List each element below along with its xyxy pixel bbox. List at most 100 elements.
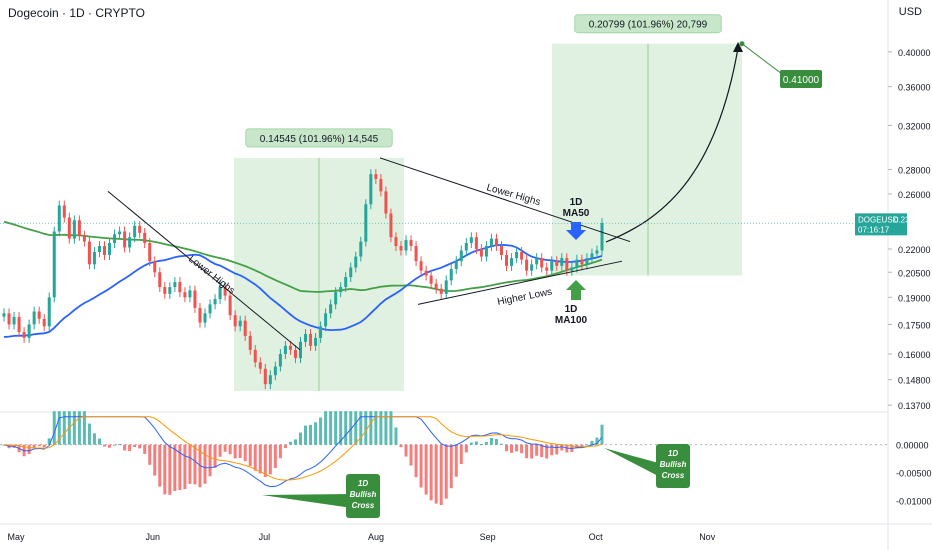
bullish-cross-callout-2-text: 1D xyxy=(668,449,678,458)
macd-histogram-bar xyxy=(409,444,413,466)
macd-histogram-bar xyxy=(555,444,559,455)
macd-histogram-bar xyxy=(449,444,453,489)
macd-histogram-bar xyxy=(298,432,302,445)
candle-body xyxy=(108,243,112,256)
candle-body xyxy=(17,316,21,333)
candle-body xyxy=(474,237,478,249)
candle-body xyxy=(374,174,378,180)
candle-body xyxy=(268,375,272,385)
macd-histogram-bar xyxy=(108,444,112,448)
macd-histogram-bar xyxy=(339,411,343,445)
time-tick-label: Aug xyxy=(368,532,384,542)
price-tick-label: 0.40000 xyxy=(898,48,931,58)
candle-body xyxy=(2,313,6,317)
macd-tick-label: -0.01000 xyxy=(896,496,932,506)
candle-body xyxy=(479,248,483,257)
candle-body xyxy=(143,232,147,244)
candle-body xyxy=(585,258,589,265)
macd-histogram-bar xyxy=(153,444,157,476)
macd-histogram-bar xyxy=(414,444,418,478)
candle-body xyxy=(499,245,504,256)
candle-body xyxy=(600,223,604,251)
candle-body xyxy=(208,304,212,314)
macd-histogram-bar xyxy=(268,444,272,475)
candle-body xyxy=(444,280,448,294)
candle-body xyxy=(198,307,202,323)
bullish-cross-callout-1: 1D Bullish Cross xyxy=(262,474,380,518)
macd-histogram-bar xyxy=(565,444,569,453)
macd-histogram-bar xyxy=(228,444,232,455)
candle-body xyxy=(304,333,308,342)
ma100-line xyxy=(3,220,603,293)
macd-histogram-bar xyxy=(429,444,433,501)
macd-histogram-bar xyxy=(499,443,504,445)
candle-body xyxy=(324,313,328,327)
candle-body xyxy=(379,179,383,192)
candle-body xyxy=(233,315,237,327)
macd-histogram-bar xyxy=(293,439,297,445)
current-price-countdown: 07:16:17 xyxy=(858,225,890,234)
macd-histogram-bar xyxy=(304,425,308,445)
label-higher-lows: Higher Lows xyxy=(496,287,553,308)
macd-histogram-bar xyxy=(479,444,483,446)
time-tick-label: Nov xyxy=(699,532,716,542)
macd-histogram-bar xyxy=(82,411,86,445)
candle-body xyxy=(580,259,584,265)
macd-histogram-bar xyxy=(32,444,36,448)
candle-body xyxy=(62,205,66,218)
candle-body xyxy=(469,237,473,244)
candle-body xyxy=(263,368,267,385)
candle-body xyxy=(419,261,423,271)
macd-histogram-bar xyxy=(178,444,182,491)
candle-body xyxy=(188,290,192,298)
candle-body xyxy=(575,259,579,268)
candle-body xyxy=(32,311,36,325)
bullish-cross-callout-1-text: Bullish xyxy=(350,490,377,499)
macd-histogram-bar xyxy=(494,439,498,445)
candle-body xyxy=(314,337,318,346)
macd-histogram-bar xyxy=(208,444,212,477)
macd-histogram-bar xyxy=(374,411,378,445)
ma50-line xyxy=(3,243,603,338)
candle-body xyxy=(158,272,162,288)
bullish-cross-callout-1-text: Cross xyxy=(352,501,375,510)
candle-body xyxy=(133,225,137,238)
candle-body xyxy=(494,238,498,246)
candle-body xyxy=(399,245,403,251)
macd-histogram-bar xyxy=(334,411,338,445)
range-label-2-text: 0.20799 (101.96%) 20,799 xyxy=(589,20,708,31)
macd-histogram-bar xyxy=(233,444,237,459)
ma50-label-line2: MA50 xyxy=(563,208,590,219)
macd-histogram-bar xyxy=(248,444,252,466)
candle-body xyxy=(449,269,453,281)
macd-histogram-bar xyxy=(439,444,443,506)
macd-histogram-bar xyxy=(464,444,468,453)
range-label-1-bg xyxy=(245,128,393,148)
macd-histogram-bar xyxy=(57,411,61,445)
candle-body xyxy=(484,245,488,257)
macd-histogram-bar xyxy=(590,440,594,445)
macd-histogram-bar xyxy=(314,422,318,445)
candle-body xyxy=(590,253,594,259)
bullish-cross-callout-2: 1D Bullish Cross xyxy=(604,444,690,488)
macd-histogram-bar xyxy=(183,444,187,490)
candle-body xyxy=(429,275,433,284)
candle-body xyxy=(309,333,313,346)
candle-body xyxy=(7,313,11,325)
candle-body xyxy=(258,362,262,369)
range-label-2-bg xyxy=(574,14,722,34)
candle-body xyxy=(384,191,388,214)
macd-histogram-bar xyxy=(138,444,142,449)
ma50-arrow-icon xyxy=(566,222,586,240)
candle-body xyxy=(168,287,172,294)
candle-body xyxy=(298,341,302,359)
macd-histogram-bar xyxy=(550,444,554,456)
macd-histogram-bar xyxy=(163,444,167,495)
macd-histogram-bar xyxy=(92,433,96,445)
macd-histogram-bar xyxy=(515,444,519,452)
macd-histogram-bar xyxy=(359,411,363,445)
macd-histogram-bar xyxy=(459,444,463,465)
macd-histogram-bar xyxy=(389,411,393,445)
macd-histogram-bar xyxy=(510,444,514,453)
